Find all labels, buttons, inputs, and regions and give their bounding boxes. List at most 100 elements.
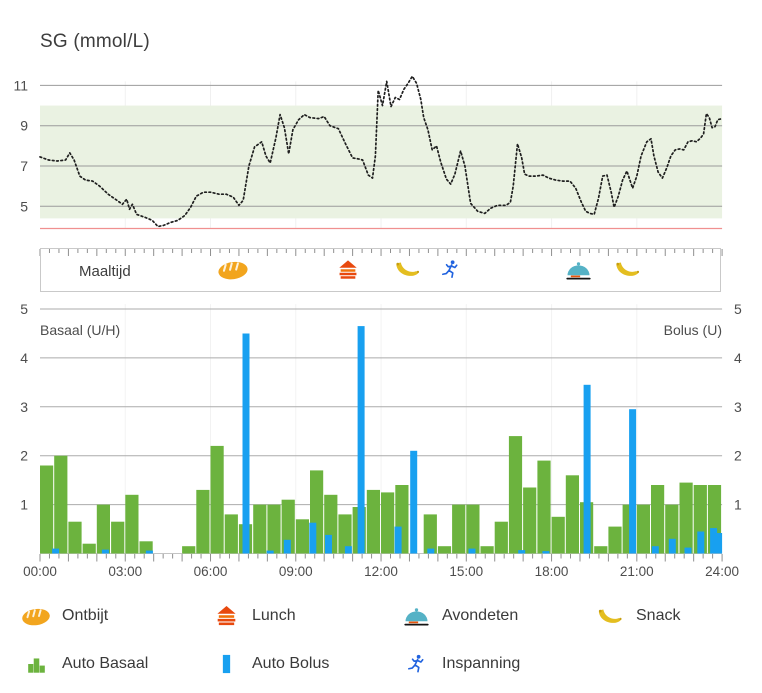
basal-bar: [125, 494, 139, 554]
bolus-bar: [668, 538, 676, 554]
meal-event-dinner: [564, 259, 593, 286]
meal-event-breakfast: [217, 259, 249, 286]
bolus-bar: [518, 550, 526, 554]
meal-event-snack: [394, 259, 421, 284]
auto-basal-icon: [27, 658, 45, 673]
bolus-bar: [242, 333, 250, 554]
legend-label: Auto Basaal: [62, 655, 149, 672]
basal-axis-caption: Basaal (U/H): [40, 322, 121, 338]
bolus-bar: [101, 549, 109, 554]
legend-label: Avondeten: [442, 607, 519, 624]
basal-bar: [608, 526, 622, 554]
bolus-bar: [542, 551, 550, 554]
basal-bar: [210, 445, 224, 554]
basal-ytick-label: 4: [20, 350, 28, 366]
basal-bar: [182, 546, 196, 554]
bolus-bar: [344, 546, 352, 554]
basal-bar: [423, 514, 437, 554]
bolus-ytick-label: 5: [734, 301, 742, 317]
legend-label: Inspanning: [442, 655, 521, 672]
bread-icon: [22, 608, 50, 625]
time-axis-label: 06:00: [194, 564, 228, 579]
bolus-bar: [684, 547, 692, 554]
sg-ytick-label: 7: [20, 158, 28, 174]
basal-bar: [636, 504, 650, 554]
basal-bar: [366, 489, 380, 554]
basal-ytick-label: 5: [20, 301, 28, 317]
bolus-bar: [266, 550, 274, 554]
sg-target-band: [40, 105, 723, 219]
basal-bar: [54, 455, 68, 554]
meal-event-lunch: [337, 259, 359, 286]
basal-bar: [537, 460, 551, 554]
basal-bar: [494, 521, 508, 554]
bolus-bar: [651, 546, 659, 554]
bolus-bar: [427, 548, 435, 554]
legend-item-exercise: Inspanning: [398, 649, 520, 679]
basal-ytick-label: 1: [20, 497, 28, 513]
legend-item-auto-basal: Auto Basaal: [18, 649, 148, 679]
time-axis-label: 18:00: [535, 564, 569, 579]
basal-bar: [111, 521, 125, 554]
basal-bar: [679, 482, 693, 554]
time-axis-label: 12:00: [364, 564, 398, 579]
meal-strip-label: Maaltijd: [79, 263, 131, 280]
legend-item-lunch: Lunch: [208, 601, 296, 631]
bread-icon: [218, 261, 248, 280]
lunch-icon: [339, 260, 357, 279]
bolus-bar: [468, 548, 476, 554]
bolus-bar: [325, 534, 332, 554]
legend-label: Auto Bolus: [252, 655, 330, 672]
bolus-bar: [710, 528, 718, 554]
basal-bar: [466, 504, 480, 554]
time-axis-label: 21:00: [620, 564, 654, 579]
bolus-bar: [283, 539, 291, 554]
banana-icon: [396, 262, 420, 276]
legend-label: Snack: [636, 607, 681, 624]
bolus-bar: [410, 450, 418, 554]
basal-bar: [295, 519, 309, 554]
basal-ytick-label: 2: [20, 448, 28, 464]
basal-bar: [338, 514, 352, 554]
bolus-bar: [583, 384, 591, 554]
bolus-bar: [357, 326, 365, 554]
bolus-bar: [629, 409, 637, 554]
time-axis-label: 15:00: [449, 564, 483, 579]
basal-bar: [224, 514, 238, 554]
basal-bar: [381, 492, 395, 554]
basal-bar: [68, 521, 82, 554]
basal-bar: [253, 504, 267, 554]
bolus-bar: [145, 550, 153, 554]
bolus-bar: [697, 531, 705, 554]
basal-bar: [508, 436, 523, 554]
meal-strip: Maaltijd: [40, 248, 721, 292]
legend-item-auto-bolus: Auto Bolus: [208, 649, 329, 679]
basal-bar: [139, 541, 153, 554]
time-axis-label: 09:00: [279, 564, 313, 579]
time-axis-label: 03:00: [108, 564, 142, 579]
bolus-bar: [394, 526, 402, 554]
bolus-ytick-label: 4: [734, 350, 742, 366]
bolus-ytick-label: 1: [734, 497, 742, 513]
banana-icon: [616, 262, 640, 276]
banana-icon: [598, 609, 622, 623]
time-axis-label: 24:00: [705, 564, 739, 579]
dinner-cloche-icon: [403, 608, 429, 626]
basal-bar: [196, 489, 210, 554]
sg-ytick-label: 11: [13, 77, 28, 93]
page-title: SG (mmol/L): [40, 31, 150, 52]
meal-event-snack: [614, 259, 641, 284]
basal-bar: [437, 546, 452, 554]
basal-bar: [267, 504, 281, 554]
basal-bar: [40, 465, 54, 554]
auto-bolus-icon: [222, 654, 230, 674]
bolus-ytick-label: 2: [734, 448, 742, 464]
meal-event-exercise: [441, 259, 459, 286]
bolus-axis-caption: Bolus (U): [663, 322, 722, 338]
basal-bar: [523, 487, 537, 554]
bolus-ytick-label: 3: [734, 399, 742, 415]
basal-bar: [594, 546, 608, 554]
runner-icon: [407, 654, 424, 673]
